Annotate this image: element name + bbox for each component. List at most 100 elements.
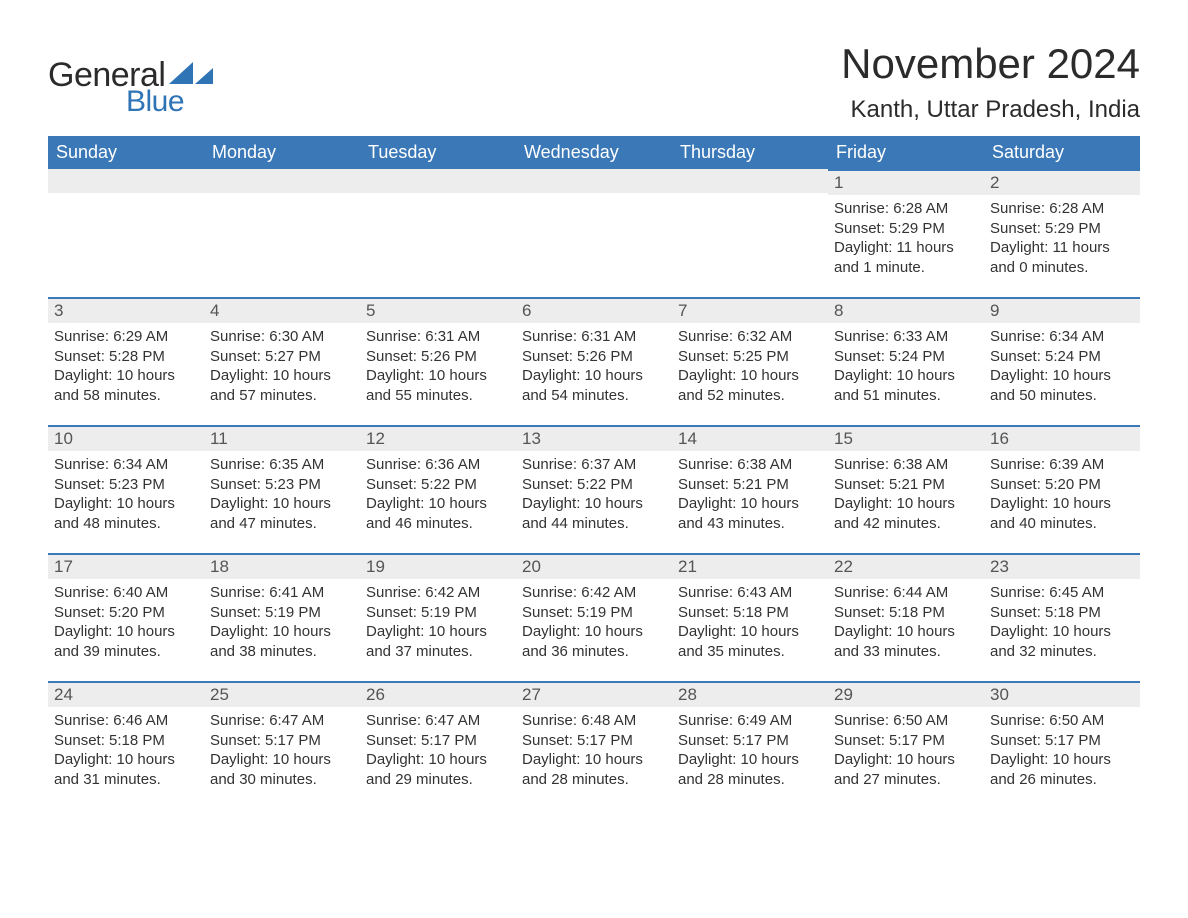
daylight-line: Daylight: 10 hours and 55 minutes. [366,366,510,405]
day-details: Sunrise: 6:33 AMSunset: 5:24 PMDaylight:… [828,323,984,405]
daylight-line: Daylight: 10 hours and 32 minutes. [990,622,1134,661]
daylight-line: Daylight: 10 hours and 46 minutes. [366,494,510,533]
day-number: 6 [516,299,672,323]
sunrise-line: Sunrise: 6:32 AM [678,327,822,347]
day-number: 11 [204,427,360,451]
calendar-cell: 10Sunrise: 6:34 AMSunset: 5:23 PMDayligh… [48,425,204,553]
day-cell: 8Sunrise: 6:33 AMSunset: 5:24 PMDaylight… [828,297,984,425]
sunrise-line: Sunrise: 6:34 AM [990,327,1134,347]
calendar-cell: 23Sunrise: 6:45 AMSunset: 5:18 PMDayligh… [984,553,1140,681]
day-number: 25 [204,683,360,707]
day-number: 9 [984,299,1140,323]
day-details: Sunrise: 6:34 AMSunset: 5:24 PMDaylight:… [984,323,1140,405]
day-number: 19 [360,555,516,579]
sunrise-line: Sunrise: 6:38 AM [834,455,978,475]
sunset-line: Sunset: 5:18 PM [54,731,198,751]
sunset-line: Sunset: 5:24 PM [990,347,1134,367]
calendar-cell: 13Sunrise: 6:37 AMSunset: 5:22 PMDayligh… [516,425,672,553]
day-cell: 9Sunrise: 6:34 AMSunset: 5:24 PMDaylight… [984,297,1140,425]
day-details: Sunrise: 6:43 AMSunset: 5:18 PMDaylight:… [672,579,828,661]
title-block: November 2024 Kanth, Uttar Pradesh, Indi… [841,40,1140,124]
calendar-header-row: SundayMondayTuesdayWednesdayThursdayFrid… [48,136,1140,169]
sunset-line: Sunset: 5:19 PM [366,603,510,623]
calendar-week-row: 3Sunrise: 6:29 AMSunset: 5:28 PMDaylight… [48,297,1140,425]
day-details: Sunrise: 6:32 AMSunset: 5:25 PMDaylight:… [672,323,828,405]
calendar-cell: 27Sunrise: 6:48 AMSunset: 5:17 PMDayligh… [516,681,672,809]
day-number: 4 [204,299,360,323]
day-details: Sunrise: 6:39 AMSunset: 5:20 PMDaylight:… [984,451,1140,533]
day-number: 3 [48,299,204,323]
calendar-cell: 24Sunrise: 6:46 AMSunset: 5:18 PMDayligh… [48,681,204,809]
day-number: 2 [984,171,1140,195]
calendar-table: SundayMondayTuesdayWednesdayThursdayFrid… [48,136,1140,809]
day-number: 14 [672,427,828,451]
day-number: 15 [828,427,984,451]
weekday-header: Thursday [672,136,828,169]
day-number: 20 [516,555,672,579]
empty-day-header [516,169,672,193]
day-number: 28 [672,683,828,707]
day-cell: 1Sunrise: 6:28 AMSunset: 5:29 PMDaylight… [828,169,984,297]
sunset-line: Sunset: 5:17 PM [678,731,822,751]
sunset-line: Sunset: 5:17 PM [834,731,978,751]
brand-logo: General Blue [48,40,213,119]
calendar-cell: 28Sunrise: 6:49 AMSunset: 5:17 PMDayligh… [672,681,828,809]
sunset-line: Sunset: 5:22 PM [366,475,510,495]
day-details: Sunrise: 6:31 AMSunset: 5:26 PMDaylight:… [516,323,672,405]
weekday-header: Friday [828,136,984,169]
calendar-cell [516,169,672,297]
sunset-line: Sunset: 5:17 PM [210,731,354,751]
sunset-line: Sunset: 5:22 PM [522,475,666,495]
daylight-line: Daylight: 10 hours and 36 minutes. [522,622,666,661]
sunrise-line: Sunrise: 6:43 AM [678,583,822,603]
day-details: Sunrise: 6:45 AMSunset: 5:18 PMDaylight:… [984,579,1140,661]
day-cell: 14Sunrise: 6:38 AMSunset: 5:21 PMDayligh… [672,425,828,553]
empty-day-header [204,169,360,193]
header: General Blue November 2024 Kanth, Uttar … [48,40,1140,124]
day-number: 30 [984,683,1140,707]
day-details: Sunrise: 6:42 AMSunset: 5:19 PMDaylight:… [516,579,672,661]
daylight-line: Daylight: 10 hours and 51 minutes. [834,366,978,405]
calendar-cell: 7Sunrise: 6:32 AMSunset: 5:25 PMDaylight… [672,297,828,425]
day-cell: 16Sunrise: 6:39 AMSunset: 5:20 PMDayligh… [984,425,1140,553]
sunset-line: Sunset: 5:17 PM [990,731,1134,751]
sunrise-line: Sunrise: 6:45 AM [990,583,1134,603]
day-number: 1 [828,171,984,195]
day-number: 8 [828,299,984,323]
day-details: Sunrise: 6:46 AMSunset: 5:18 PMDaylight:… [48,707,204,789]
day-details: Sunrise: 6:38 AMSunset: 5:21 PMDaylight:… [672,451,828,533]
day-number: 27 [516,683,672,707]
daylight-line: Daylight: 11 hours and 1 minute. [834,238,978,277]
sunset-line: Sunset: 5:17 PM [522,731,666,751]
daylight-line: Daylight: 10 hours and 44 minutes. [522,494,666,533]
day-details: Sunrise: 6:48 AMSunset: 5:17 PMDaylight:… [516,707,672,789]
calendar-cell: 11Sunrise: 6:35 AMSunset: 5:23 PMDayligh… [204,425,360,553]
calendar-cell: 19 Sunrise: 6:42 AMSunset: 5:19 PMDayligh… [360,553,516,681]
daylight-line: Daylight: 10 hours and 37 minutes. [366,622,510,661]
day-cell: 30Sunrise: 6:50 AMSunset: 5:17 PMDayligh… [984,681,1140,809]
weekday-header: Sunday [48,136,204,169]
sunset-line: Sunset: 5:29 PM [990,219,1134,239]
day-cell: 23Sunrise: 6:45 AMSunset: 5:18 PMDayligh… [984,553,1140,681]
day-number: 29 [828,683,984,707]
sunset-line: Sunset: 5:20 PM [990,475,1134,495]
daylight-line: Daylight: 10 hours and 58 minutes. [54,366,198,405]
calendar-cell: 25Sunrise: 6:47 AMSunset: 5:17 PMDayligh… [204,681,360,809]
day-details: Sunrise: 6:35 AMSunset: 5:23 PMDaylight:… [204,451,360,533]
day-cell: 19 Sunrise: 6:42 AMSunset: 5:19 PMDayligh… [360,553,516,681]
day-details: Sunrise: 6:34 AMSunset: 5:23 PMDaylight:… [48,451,204,533]
day-cell: 26Sunrise: 6:47 AMSunset: 5:17 PMDayligh… [360,681,516,809]
sunrise-line: Sunrise: 6:42 AM [366,583,510,603]
sunset-line: Sunset: 5:24 PM [834,347,978,367]
day-details: Sunrise: 6:28 AMSunset: 5:29 PMDaylight:… [828,195,984,277]
sunrise-line: Sunrise: 6:34 AM [54,455,198,475]
sunrise-line: Sunrise: 6:28 AM [834,199,978,219]
brand-word2: Blue [126,85,213,119]
day-cell: 6Sunrise: 6:31 AMSunset: 5:26 PMDaylight… [516,297,672,425]
day-cell: 21Sunrise: 6:43 AMSunset: 5:18 PMDayligh… [672,553,828,681]
calendar-week-row: 24Sunrise: 6:46 AMSunset: 5:18 PMDayligh… [48,681,1140,809]
day-cell: 5Sunrise: 6:31 AMSunset: 5:26 PMDaylight… [360,297,516,425]
calendar-week-row: 10Sunrise: 6:34 AMSunset: 5:23 PMDayligh… [48,425,1140,553]
day-cell: 4Sunrise: 6:30 AMSunset: 5:27 PMDaylight… [204,297,360,425]
day-details: Sunrise: 6:29 AMSunset: 5:28 PMDaylight:… [48,323,204,405]
